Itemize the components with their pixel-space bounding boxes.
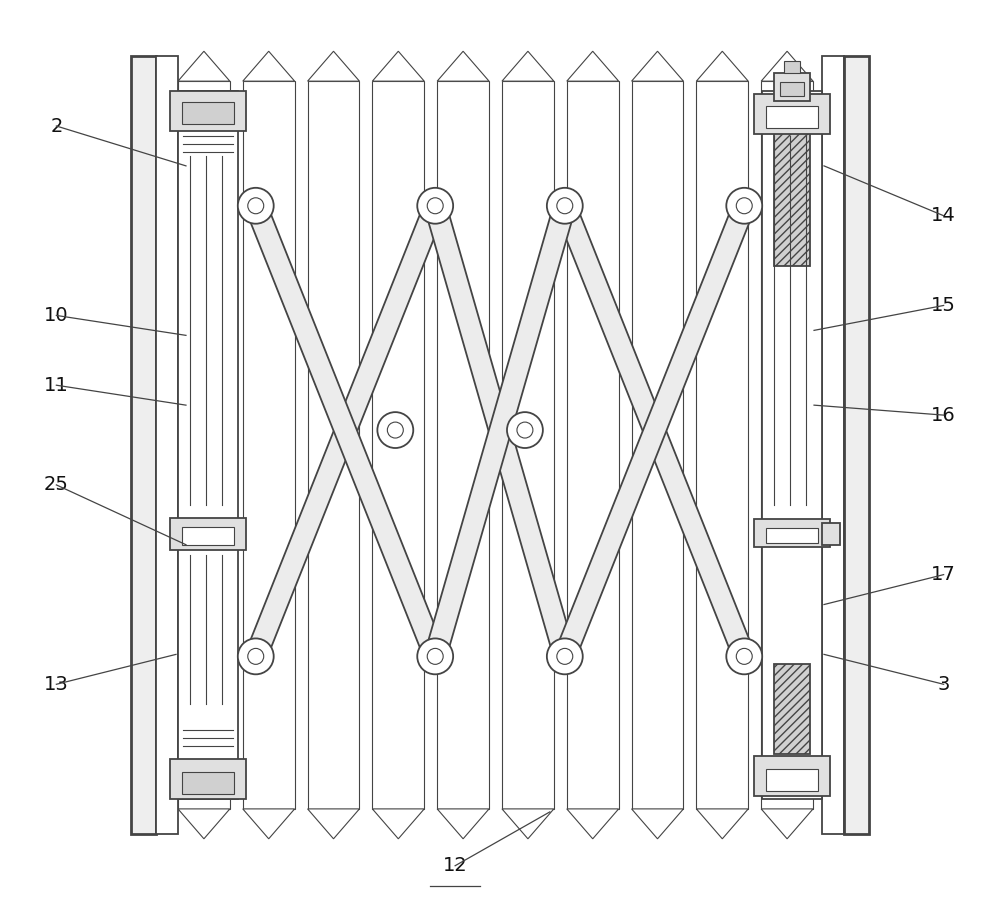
Circle shape: [726, 638, 762, 674]
Text: 10: 10: [44, 306, 69, 325]
Text: 16: 16: [931, 405, 956, 424]
Bar: [502, 81, 554, 809]
Polygon shape: [502, 809, 554, 839]
Bar: [754, 94, 830, 134]
Bar: [178, 81, 230, 809]
Polygon shape: [632, 52, 683, 81]
Polygon shape: [761, 809, 813, 839]
Polygon shape: [246, 202, 445, 661]
Circle shape: [547, 638, 583, 674]
Bar: [844, 56, 869, 834]
Circle shape: [248, 198, 264, 214]
Bar: [774, 73, 810, 101]
Polygon shape: [308, 52, 359, 81]
Bar: [182, 527, 234, 545]
Bar: [567, 81, 619, 809]
Bar: [761, 81, 813, 809]
Circle shape: [557, 198, 573, 214]
Bar: [754, 519, 830, 547]
Circle shape: [248, 648, 264, 664]
Circle shape: [427, 198, 443, 214]
Circle shape: [417, 638, 453, 674]
Polygon shape: [372, 52, 424, 81]
Bar: [774, 111, 810, 265]
Polygon shape: [555, 202, 754, 661]
Bar: [766, 769, 818, 791]
Text: 3: 3: [937, 675, 950, 694]
Polygon shape: [632, 809, 683, 839]
Polygon shape: [502, 52, 554, 81]
Text: 14: 14: [931, 206, 956, 225]
Circle shape: [547, 188, 583, 224]
Bar: [170, 518, 246, 549]
Polygon shape: [372, 809, 424, 839]
Bar: [696, 81, 748, 809]
Polygon shape: [243, 52, 295, 81]
Bar: [632, 81, 683, 809]
Circle shape: [377, 412, 413, 448]
Text: 15: 15: [931, 296, 956, 315]
Circle shape: [427, 648, 443, 664]
Circle shape: [387, 422, 403, 438]
Bar: [372, 81, 424, 809]
Text: 11: 11: [44, 376, 69, 395]
Circle shape: [726, 188, 762, 224]
Bar: [780, 82, 804, 96]
Circle shape: [517, 422, 533, 438]
Text: 12: 12: [443, 856, 468, 875]
Circle shape: [557, 648, 573, 664]
Circle shape: [507, 412, 543, 448]
Bar: [178, 91, 238, 799]
Bar: [754, 756, 830, 795]
Bar: [822, 523, 840, 545]
Text: 13: 13: [44, 675, 69, 694]
Bar: [774, 664, 810, 754]
Circle shape: [238, 638, 274, 674]
Polygon shape: [246, 202, 445, 661]
Polygon shape: [178, 52, 230, 81]
Bar: [766, 106, 818, 128]
Polygon shape: [437, 809, 489, 839]
Bar: [182, 772, 234, 794]
Text: 17: 17: [931, 565, 956, 584]
Polygon shape: [425, 203, 575, 660]
Circle shape: [238, 188, 274, 224]
Polygon shape: [243, 809, 295, 839]
Bar: [437, 81, 489, 809]
Bar: [784, 62, 800, 73]
Polygon shape: [567, 809, 619, 839]
Circle shape: [736, 648, 752, 664]
Polygon shape: [308, 809, 359, 839]
Bar: [243, 81, 295, 809]
Bar: [822, 56, 844, 834]
Bar: [308, 81, 359, 809]
Polygon shape: [696, 809, 748, 839]
Circle shape: [736, 198, 752, 214]
Polygon shape: [555, 202, 754, 661]
Bar: [170, 91, 246, 131]
Polygon shape: [178, 809, 230, 839]
Bar: [766, 528, 818, 543]
Bar: [156, 56, 178, 834]
Bar: [182, 102, 234, 124]
Text: 2: 2: [50, 117, 63, 136]
Bar: [131, 56, 156, 834]
Text: 25: 25: [44, 475, 69, 494]
Circle shape: [417, 188, 453, 224]
Bar: [170, 759, 246, 799]
Polygon shape: [696, 52, 748, 81]
Polygon shape: [425, 203, 575, 660]
Polygon shape: [567, 52, 619, 81]
Bar: [762, 91, 822, 799]
Polygon shape: [761, 52, 813, 81]
Polygon shape: [437, 52, 489, 81]
